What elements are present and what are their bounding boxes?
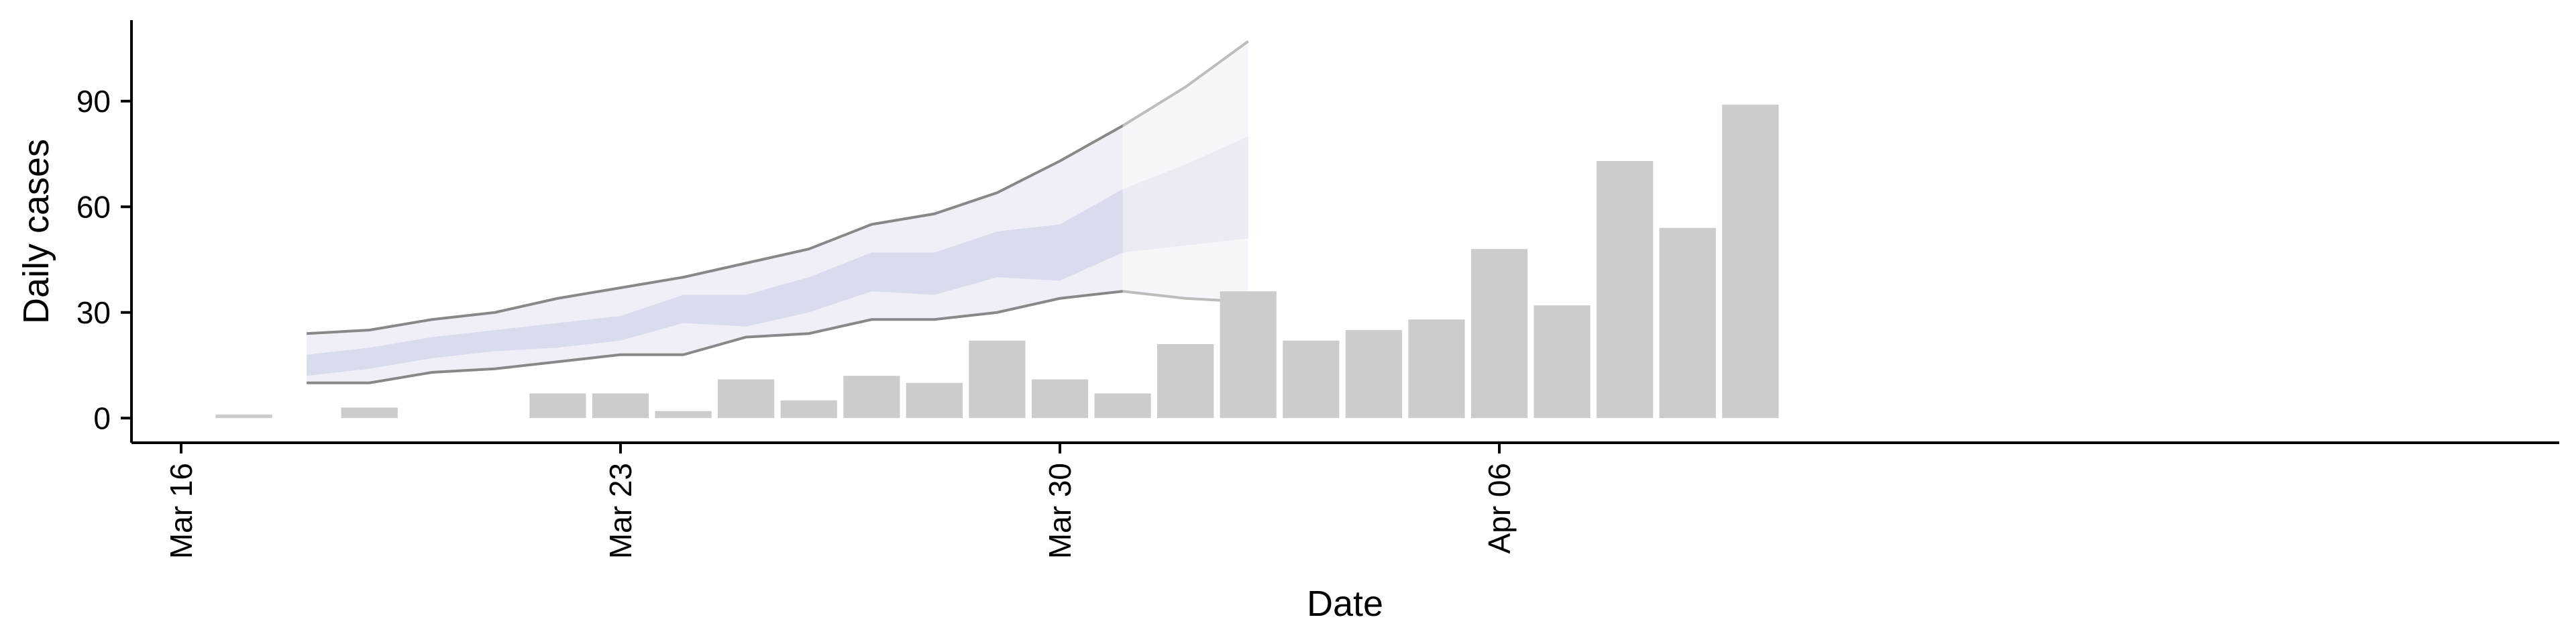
bar: [1597, 161, 1654, 419]
bar: [1220, 291, 1277, 419]
bar: [1470, 249, 1528, 419]
forecast-bands: [307, 20, 1250, 437]
bar: [1659, 227, 1716, 419]
bar: [341, 407, 398, 419]
bars-group: [215, 105, 1779, 419]
forecast-upper-line: [307, 40, 1249, 335]
bar: [1534, 305, 1591, 419]
x-tick-label: Apr 06: [1482, 463, 1517, 554]
forecast-outer-band: [307, 41, 1248, 383]
bar: [1408, 319, 1465, 419]
bar: [215, 415, 272, 419]
y-ticks: 0 30 60 90: [76, 84, 131, 435]
x-tick-label: Mar 16: [164, 463, 199, 559]
bar: [1157, 344, 1214, 419]
y-tick-label: 30: [76, 295, 111, 330]
x-tick-label: Mar 30: [1042, 463, 1077, 559]
bar: [529, 393, 586, 419]
forecast-inner-band: [307, 136, 1248, 376]
bar: [1722, 105, 1779, 419]
bar: [718, 379, 775, 419]
bar: [1283, 340, 1340, 419]
axes-group: [130, 20, 2559, 444]
bar: [843, 376, 900, 419]
bar: [1345, 330, 1402, 419]
forecast-lower-line: [307, 290, 1248, 384]
x-tick-label: Mar 23: [603, 463, 638, 559]
bar: [906, 382, 963, 419]
y-tick-label: 90: [76, 84, 111, 119]
bar: [592, 393, 649, 419]
x-axis-title: Date: [1307, 584, 1383, 624]
x-ticks: Mar 16 Mar 23 Mar 30 Apr 06: [164, 443, 1517, 559]
bar: [1094, 393, 1151, 419]
bar: [780, 400, 837, 419]
bar: [655, 411, 712, 419]
y-tick-label: 60: [76, 189, 111, 224]
bar: [969, 340, 1026, 419]
bar: [1031, 379, 1089, 419]
y-axis-title: Daily cases: [16, 139, 56, 324]
y-tick-label: 0: [93, 400, 111, 435]
